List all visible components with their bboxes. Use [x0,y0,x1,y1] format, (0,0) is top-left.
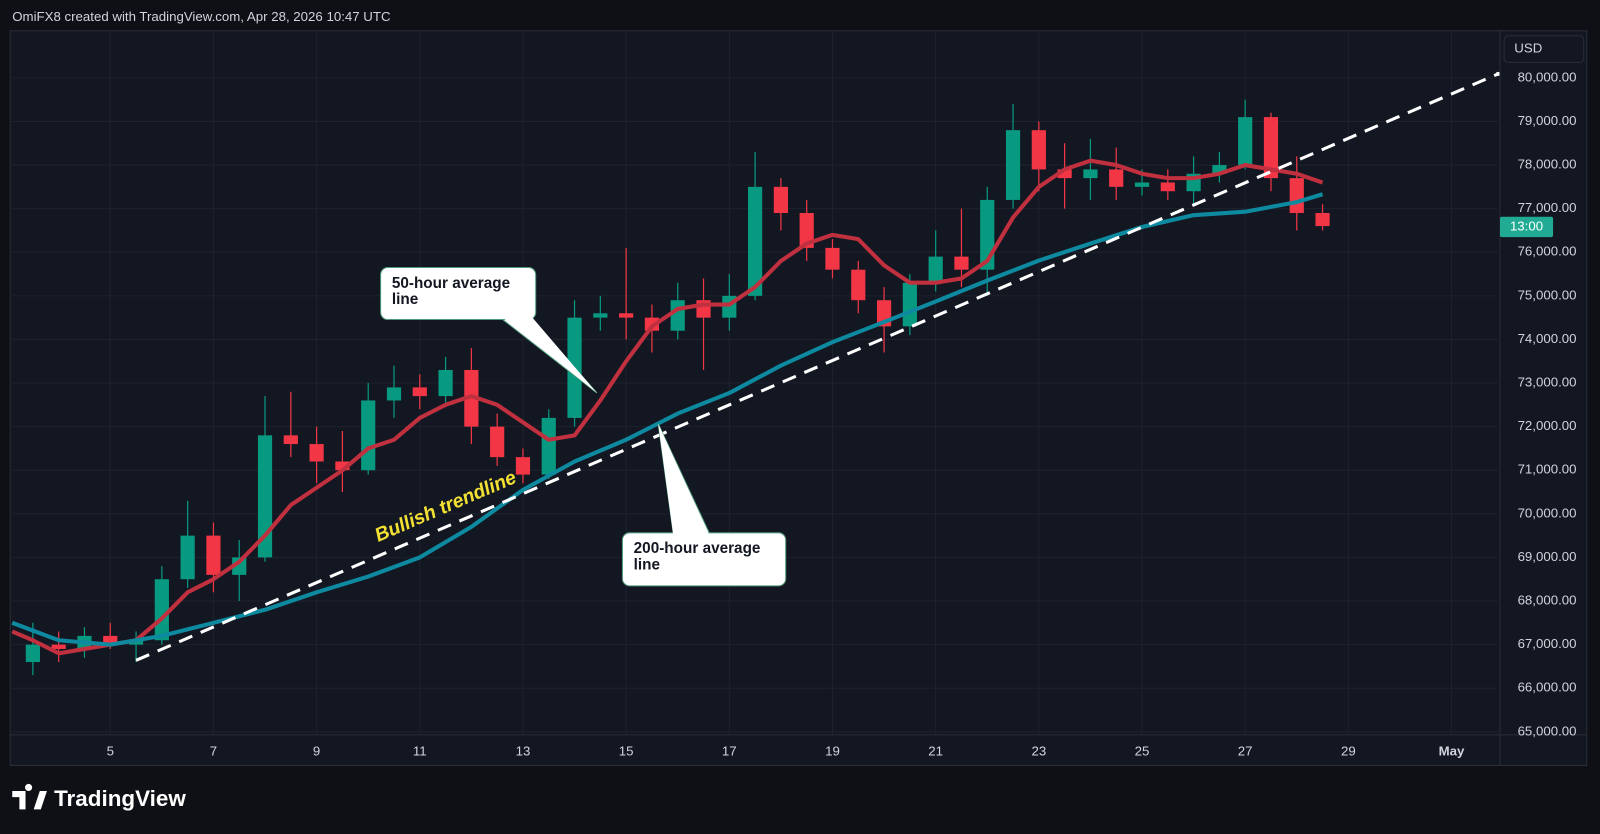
x-tick-label: 17 [722,744,737,759]
candle-body [51,644,66,649]
x-tick-label: 15 [619,744,634,759]
moving-average-line [11,158,1324,656]
candle-body [515,457,531,475]
candle-body [1109,169,1124,187]
candle-body [283,435,298,445]
y-tick-label: 77,000.00 [1518,200,1577,215]
callout-text: 50-hour average line [391,274,511,309]
y-tick-label: 65,000.00 [1518,723,1577,738]
y-tick-label: 76,000.00 [1518,244,1577,259]
x-tick-label: 21 [928,744,943,759]
candle-body [154,579,169,641]
x-tick-label: 29 [1341,744,1356,759]
candle-body [799,213,814,248]
candle-body [180,535,195,580]
x-tick-label: May [1439,744,1465,759]
candle-body [464,369,479,427]
axes: 65,000.00 66,000.00 67,000.00 68,000.00 69,0… [107,69,1577,758]
candle-body [361,400,376,471]
candle-body [825,247,840,270]
y-tick-label: 66,000.00 [1518,680,1577,695]
x-tick-label: 7 [210,744,217,759]
trendline [135,72,1499,662]
candle-body [1057,169,1072,179]
candle-body [1083,169,1098,179]
callout-text: 200-hour average line [633,539,761,574]
candle-body [954,256,969,270]
candle-body [670,300,685,331]
callout-pointer-cover [500,315,597,394]
candle-body [103,635,118,645]
candle-body [386,387,402,401]
trendline-end [1495,71,1500,76]
candle-body [309,444,324,462]
candle-body [438,369,453,397]
logo-text: TradingView [54,786,186,811]
chart-panel [9,30,1588,766]
candle-body [1031,130,1046,170]
candle-body [593,313,608,318]
candle-body [335,461,350,471]
y-tick-label: 73,000.00 [1518,375,1577,390]
x-tick-label: 19 [825,744,840,759]
candle-body [619,313,634,318]
x-tick-label: 5 [107,744,114,759]
candle-body [412,387,427,397]
callout: 200-hour average line [621,423,787,587]
candle-body [206,535,221,575]
y-tick-label: 70,000.00 [1518,505,1577,520]
candle-body [928,256,943,283]
x-tick-label: 25 [1135,744,1150,759]
y-tick-label: 79,000.00 [1518,113,1577,128]
y-tick-label: 74,000.00 [1518,331,1577,346]
candle-body [1263,117,1279,179]
x-tick-label: 13 [516,744,531,759]
candle-body [541,417,556,475]
x-tick-label: 9 [313,744,320,759]
candle-body [1315,213,1330,227]
candle-body [1134,182,1150,187]
candle-body [1238,117,1253,166]
footer-logo: TradingView [12,783,186,811]
candle-body [851,269,866,301]
y-tick-label: 69,000.00 [1518,549,1577,564]
callout: 50-hour average line [380,267,598,394]
candle-body [773,186,788,214]
y-tick-label: 72,000.00 [1518,418,1577,433]
y-tick-label: 78,000.00 [1518,157,1577,172]
header-text: OmiFX8 created with TradingView.com, Apr… [12,9,391,24]
callout-text-frame: 50-hour average line [391,274,511,309]
candle-body [128,640,144,645]
x-tick-label: 27 [1238,744,1253,759]
candle-body [257,435,273,558]
callout-text-frame: 200-hour average line [633,539,761,574]
candle-body [1160,182,1175,192]
price-badge [1500,216,1554,238]
y-tick-label: 71,000.00 [1518,462,1577,477]
callout-box [380,267,537,321]
y-tick-label: 68,000.00 [1518,593,1577,608]
candle-body [1005,130,1021,200]
x-tick-label: 23 [1031,744,1046,759]
candle-body [1289,178,1304,214]
candle-body [25,644,40,663]
candle-body [1212,165,1227,174]
currency-box[interactable] [1503,35,1585,63]
candle-body [902,282,917,327]
y-tick-label: 67,000.00 [1518,636,1577,651]
x-tick-label: 11 [413,744,427,759]
candle-body [490,426,505,458]
logo-icon [12,783,47,810]
y-tick-label: 75,000.00 [1518,287,1577,302]
candle-body [748,186,763,296]
price-badge-label: 13:00 [1510,218,1543,233]
currency-label: USD [1514,41,1542,56]
y-tick-label: 80,000.00 [1518,69,1577,84]
